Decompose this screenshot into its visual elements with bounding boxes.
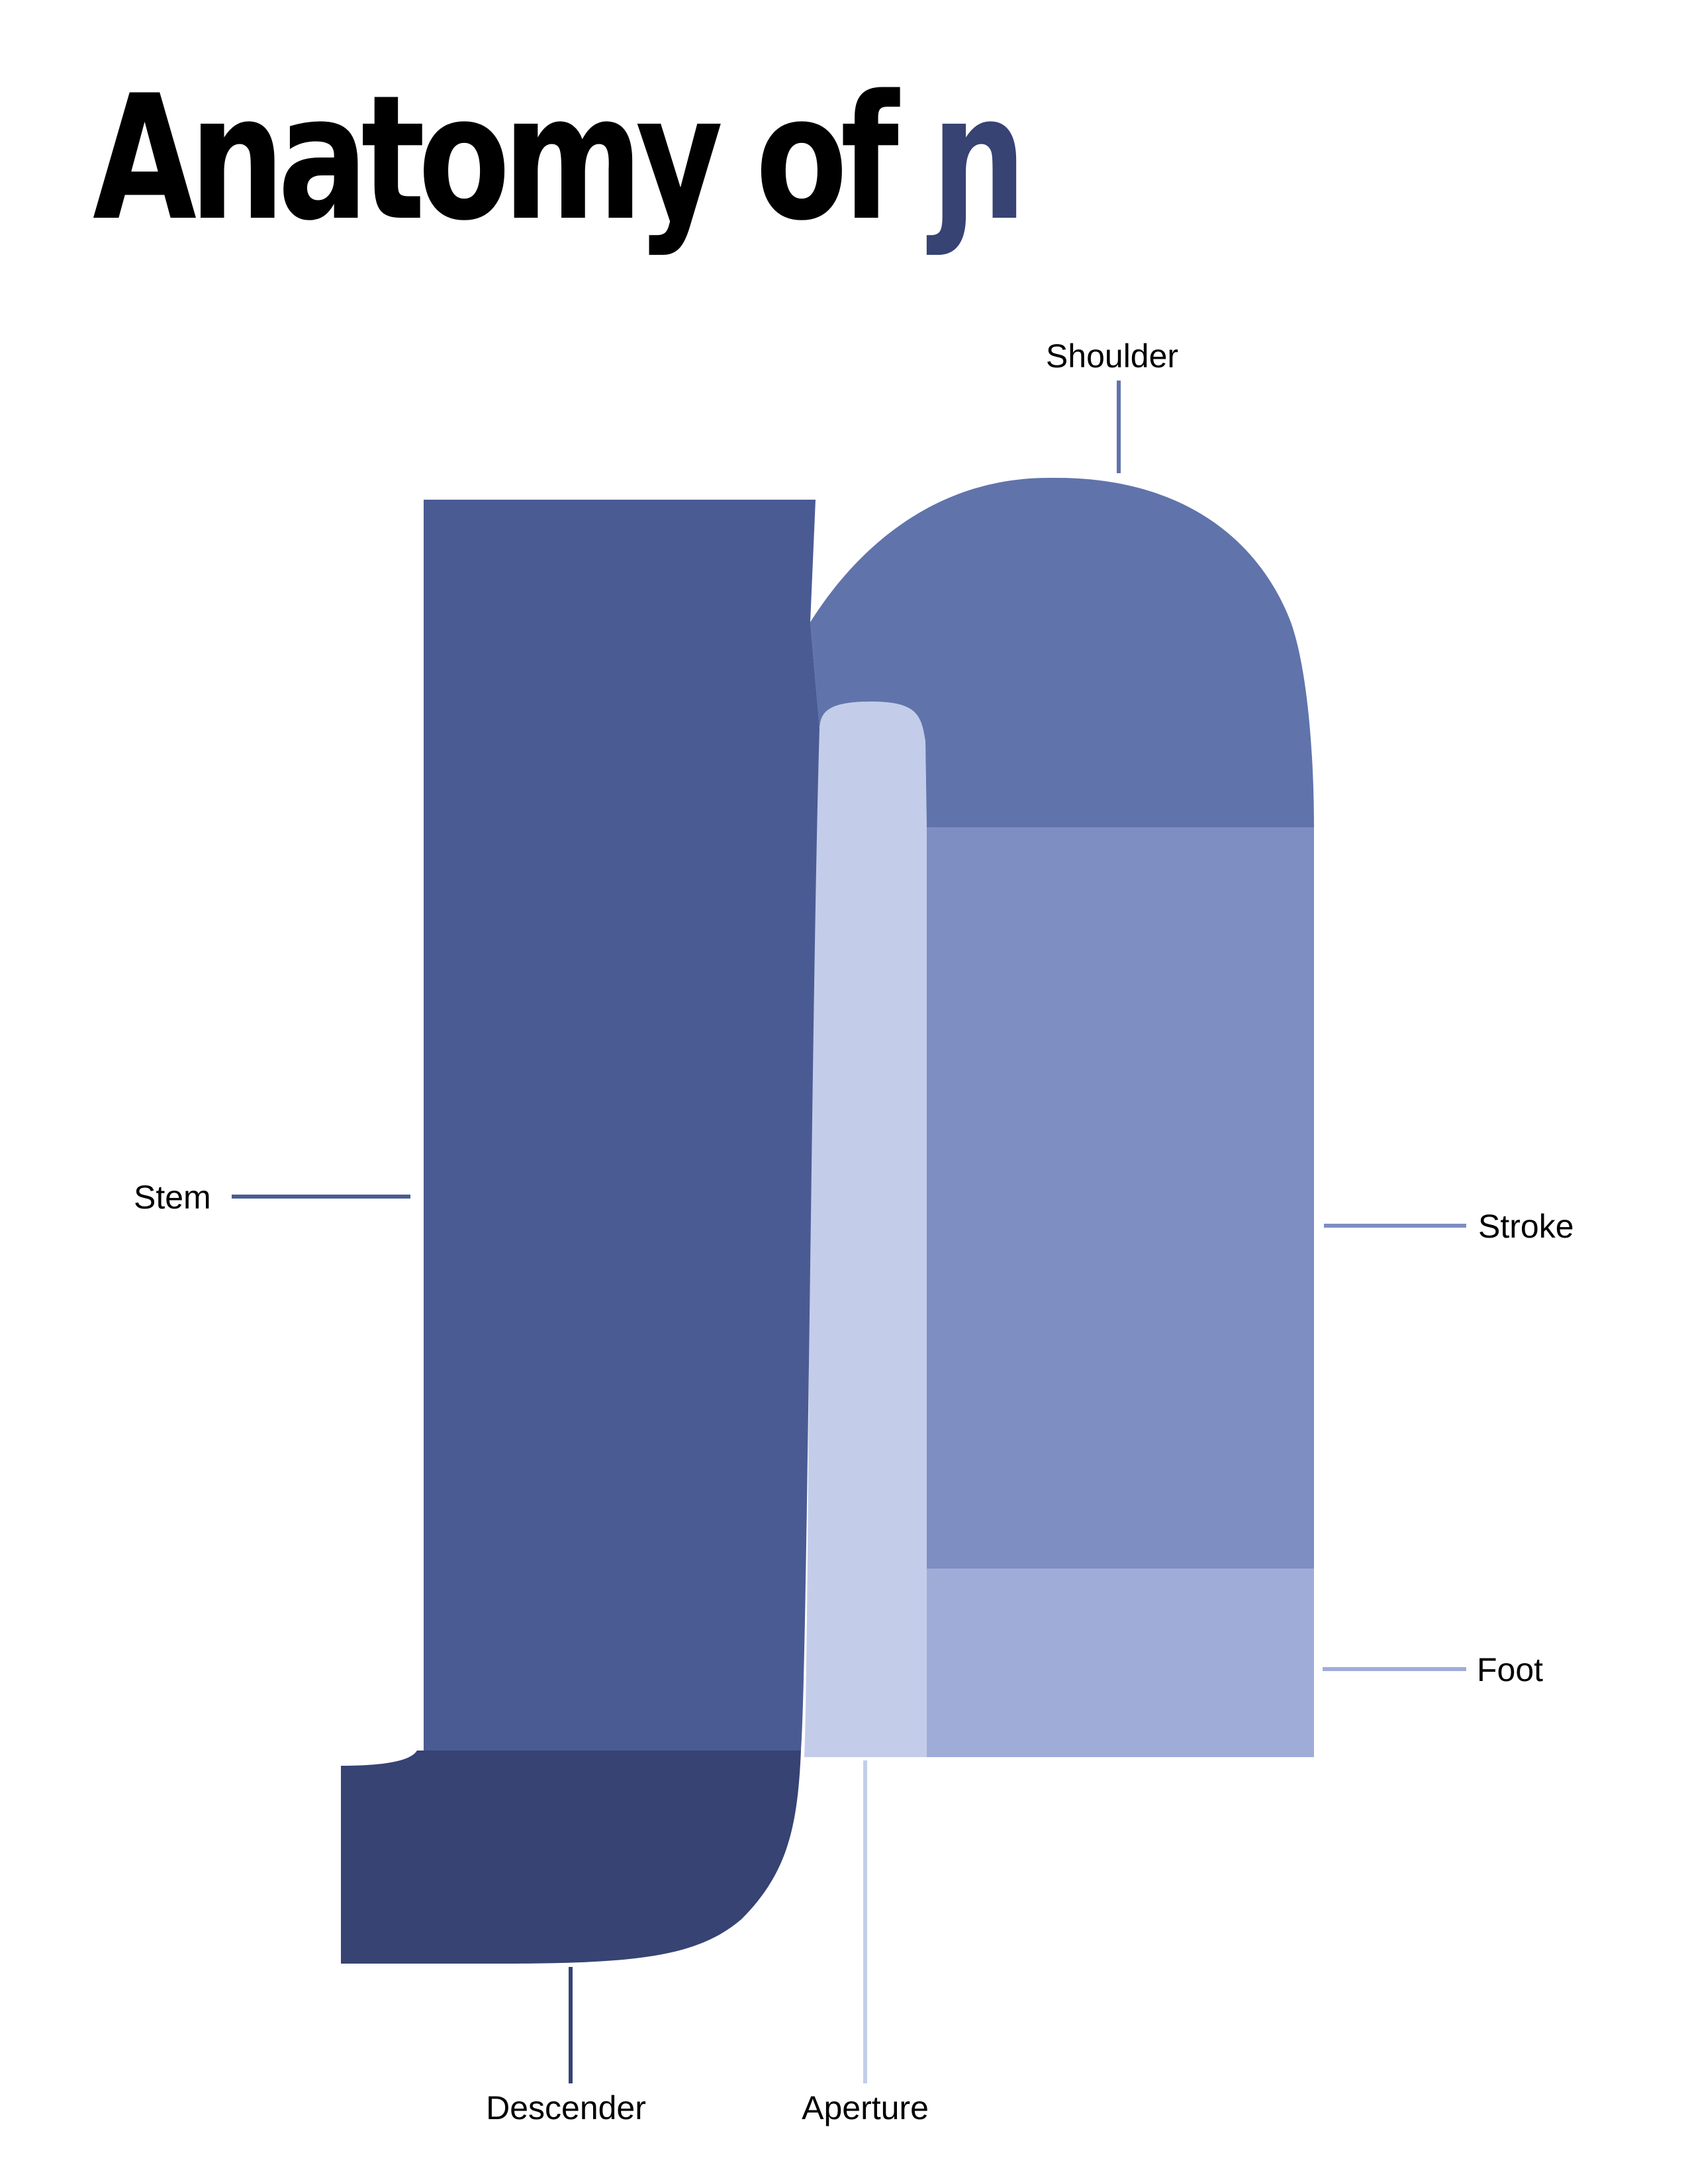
shoulder-label: Shoulder	[1046, 338, 1178, 375]
title-glyph: ɲ	[931, 59, 1027, 259]
stroke-label: Stroke	[1478, 1208, 1574, 1245]
stem-region	[424, 500, 820, 1751]
page-title: Anatomy of ɲ	[93, 60, 1027, 258]
aperture-label: Aperture	[802, 2089, 929, 2126]
title-text: Anatomy of	[93, 59, 931, 259]
foot-region	[927, 1569, 1314, 1757]
foot-label: Foot	[1477, 1651, 1543, 1688]
stem-label: Stem	[134, 1179, 211, 1216]
aperture-region	[804, 702, 927, 1757]
descender-region	[341, 1751, 801, 1964]
descender-label: Descender	[486, 2089, 646, 2126]
shoulder-region	[810, 477, 1314, 827]
stroke-region	[927, 827, 1314, 1569]
